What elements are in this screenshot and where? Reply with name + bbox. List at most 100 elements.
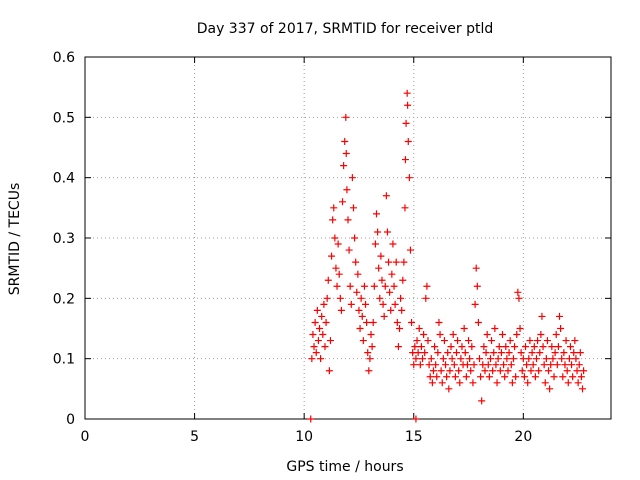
- data-point: [382, 192, 390, 200]
- data-point: [577, 373, 585, 381]
- data-point: [444, 349, 452, 357]
- data-point: [518, 367, 526, 375]
- data-point: [553, 361, 561, 369]
- data-point: [380, 312, 388, 320]
- data-point: [335, 270, 343, 278]
- data-point: [307, 415, 315, 423]
- data-point: [437, 367, 445, 375]
- data-point: [368, 343, 376, 351]
- data-point: [548, 343, 556, 351]
- data-point: [555, 312, 563, 320]
- data-point: [576, 349, 584, 357]
- data-point: [352, 258, 360, 266]
- data-point: [356, 325, 364, 332]
- data-point: [506, 337, 514, 345]
- data-point: [351, 234, 359, 242]
- data-point: [386, 288, 394, 296]
- data-point: [508, 379, 516, 387]
- x-tick-label: 15: [405, 429, 423, 445]
- data-point: [525, 355, 533, 363]
- data-point: [439, 355, 447, 363]
- data-point: [449, 331, 457, 339]
- data-point: [564, 379, 572, 387]
- data-point: [443, 373, 451, 381]
- data-point: [310, 343, 318, 351]
- data-point: [360, 282, 368, 290]
- data-point: [458, 343, 466, 351]
- data-point: [504, 367, 512, 375]
- data-point: [509, 355, 517, 363]
- data-point: [358, 312, 366, 320]
- data-point: [353, 288, 361, 296]
- data-point: [470, 361, 478, 369]
- y-tick-label: 0.5: [53, 110, 75, 126]
- data-point: [383, 228, 391, 236]
- data-point: [400, 258, 408, 266]
- data-point: [367, 331, 375, 339]
- data-point: [324, 276, 332, 284]
- data-point: [472, 264, 480, 272]
- data-point: [566, 343, 574, 351]
- data-point: [337, 306, 345, 314]
- data-point: [370, 282, 378, 290]
- data-point: [397, 294, 405, 302]
- data-point: [524, 379, 532, 387]
- data-point: [366, 355, 374, 363]
- data-point: [484, 361, 492, 369]
- data-point: [489, 367, 497, 375]
- data-point: [435, 318, 443, 326]
- data-point: [465, 337, 473, 345]
- x-tick-label: 0: [81, 429, 90, 445]
- data-point: [536, 349, 544, 357]
- data-point: [573, 367, 581, 375]
- data-point: [515, 294, 523, 302]
- data-point: [520, 373, 528, 381]
- data-point: [530, 343, 538, 351]
- data-point: [469, 379, 477, 387]
- y-tick-label: 0: [66, 412, 75, 428]
- data-point: [391, 300, 399, 308]
- data-point: [389, 240, 397, 248]
- data-point: [445, 385, 453, 393]
- data-point: [541, 379, 549, 387]
- data-point: [436, 331, 444, 339]
- data-point: [344, 216, 352, 224]
- data-point: [362, 300, 370, 308]
- data-point: [378, 276, 386, 284]
- data-point: [403, 89, 411, 97]
- data-point: [375, 264, 383, 272]
- data-point: [513, 331, 521, 339]
- data-point: [568, 361, 576, 369]
- data-point: [468, 343, 476, 351]
- data-point: [394, 343, 402, 351]
- data-point: [359, 337, 367, 345]
- data-point: [415, 325, 423, 332]
- data-point: [342, 113, 350, 121]
- data-point: [540, 361, 548, 369]
- data-point: [326, 337, 334, 345]
- x-tick-label: 5: [190, 429, 199, 445]
- data-point: [491, 325, 499, 332]
- data-point: [371, 240, 379, 248]
- data-point: [334, 240, 342, 248]
- data-point: [461, 349, 469, 357]
- data-point: [502, 343, 510, 351]
- data-point: [466, 355, 474, 363]
- data-point: [505, 349, 513, 357]
- data-point: [308, 355, 316, 363]
- data-points: [307, 89, 588, 423]
- data-point: [341, 137, 349, 145]
- data-point: [545, 367, 553, 375]
- data-point: [316, 325, 324, 332]
- x-tick-label: 20: [514, 429, 532, 445]
- data-point: [387, 306, 395, 314]
- data-point: [501, 373, 509, 381]
- data-point: [462, 373, 470, 381]
- data-point: [557, 325, 565, 332]
- data-point: [500, 361, 508, 369]
- data-point: [483, 331, 491, 339]
- data-point: [516, 325, 524, 332]
- data-point: [485, 373, 493, 381]
- data-point: [328, 252, 336, 260]
- data-point: [454, 337, 462, 345]
